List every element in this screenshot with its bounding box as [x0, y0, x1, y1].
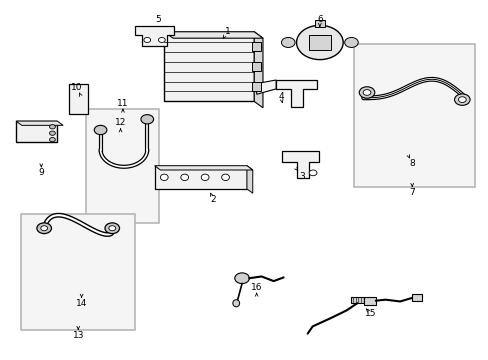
Circle shape: [158, 37, 165, 42]
Text: 12: 12: [115, 118, 126, 127]
Circle shape: [109, 226, 116, 231]
Circle shape: [94, 125, 107, 135]
Bar: [69, 84, 88, 114]
Circle shape: [363, 90, 370, 95]
Circle shape: [141, 114, 153, 124]
Circle shape: [454, 94, 469, 105]
Ellipse shape: [201, 174, 208, 180]
Circle shape: [458, 97, 465, 103]
Text: 7: 7: [408, 188, 414, 197]
Bar: [251, 62, 260, 71]
Ellipse shape: [181, 174, 188, 180]
Ellipse shape: [160, 174, 168, 180]
Polygon shape: [282, 152, 318, 178]
Circle shape: [296, 25, 343, 60]
Bar: [308, 35, 330, 50]
Circle shape: [49, 125, 55, 129]
Bar: [411, 294, 421, 301]
Polygon shape: [246, 166, 252, 193]
Circle shape: [344, 37, 358, 48]
Circle shape: [49, 138, 55, 142]
Bar: [86, 109, 159, 223]
Polygon shape: [254, 32, 263, 108]
Bar: [251, 82, 260, 91]
Bar: [164, 32, 254, 102]
Polygon shape: [154, 166, 252, 170]
Circle shape: [105, 223, 119, 234]
Bar: [16, 121, 57, 143]
Polygon shape: [164, 32, 263, 38]
Circle shape: [143, 37, 150, 42]
Polygon shape: [276, 80, 317, 107]
Bar: [154, 166, 246, 189]
Bar: [351, 297, 363, 303]
Circle shape: [308, 170, 316, 176]
Text: 2: 2: [210, 195, 215, 204]
Bar: [314, 19, 324, 27]
Text: 4: 4: [278, 91, 283, 100]
Circle shape: [41, 226, 47, 231]
Text: 3: 3: [298, 172, 304, 181]
Text: 15: 15: [365, 310, 376, 319]
Polygon shape: [16, 121, 63, 125]
Text: 11: 11: [117, 99, 128, 108]
Text: 1: 1: [224, 27, 230, 36]
Bar: [363, 297, 375, 305]
Text: 10: 10: [71, 83, 82, 92]
Bar: [21, 214, 135, 330]
Circle shape: [49, 131, 55, 135]
Text: 16: 16: [250, 283, 262, 292]
Text: 14: 14: [76, 299, 87, 308]
Polygon shape: [135, 26, 174, 46]
Circle shape: [359, 87, 374, 98]
Text: 5: 5: [155, 15, 161, 24]
Text: 8: 8: [408, 159, 414, 168]
Text: 13: 13: [72, 331, 84, 340]
Polygon shape: [256, 80, 276, 94]
Circle shape: [281, 37, 294, 48]
Text: 9: 9: [38, 168, 44, 177]
Circle shape: [234, 273, 249, 284]
Ellipse shape: [232, 300, 239, 307]
Bar: [251, 42, 260, 51]
Circle shape: [37, 223, 51, 234]
Ellipse shape: [221, 174, 229, 180]
Text: 6: 6: [316, 15, 322, 24]
Bar: [353, 44, 474, 187]
